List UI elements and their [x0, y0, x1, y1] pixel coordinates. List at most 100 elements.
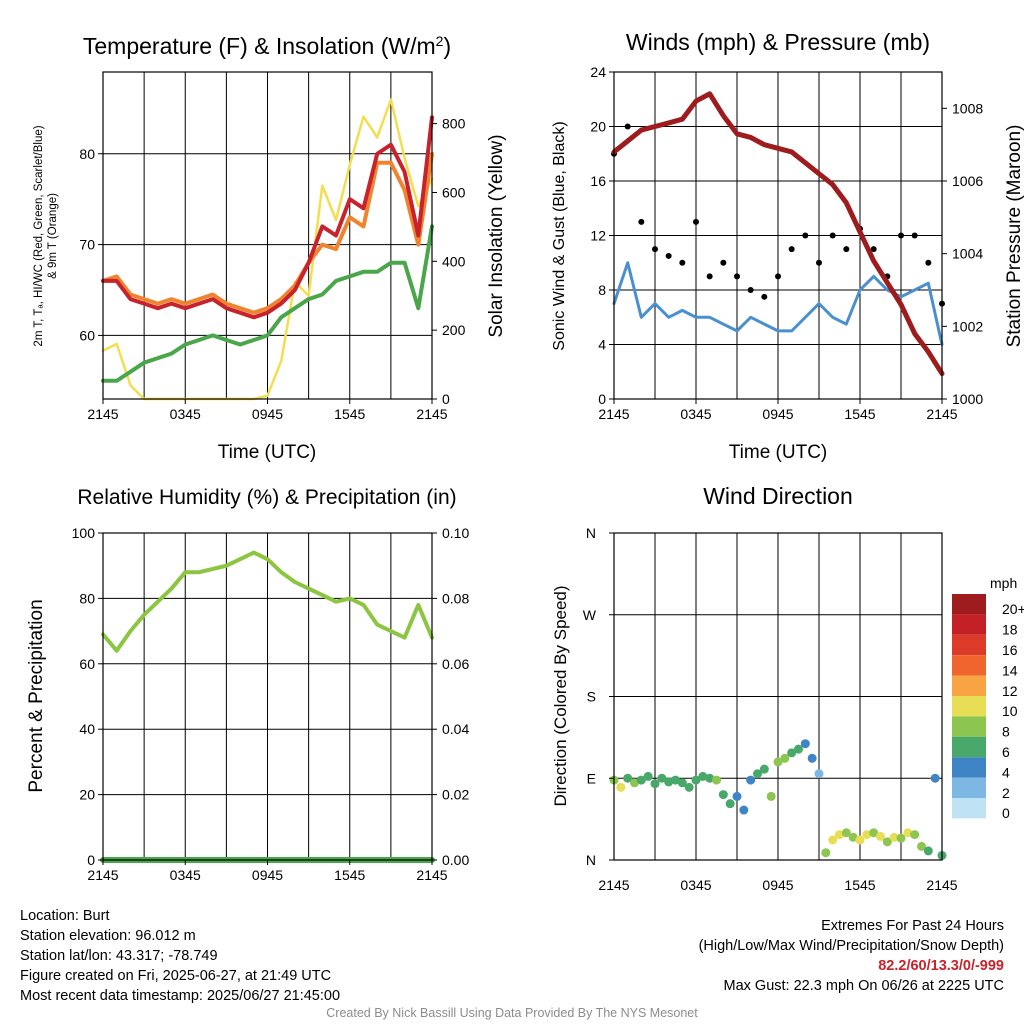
- y-tick-label-left: 20: [590, 119, 606, 135]
- y-tick-label-right: 0.02: [442, 787, 469, 803]
- y-tick-label-left: 4: [598, 337, 606, 353]
- dir-series: [609, 739, 947, 860]
- data-point: [923, 846, 933, 856]
- credit-text: Created By Nick Bassill Using Data Provi…: [326, 1006, 698, 1020]
- data-point: [828, 835, 838, 845]
- data-point: [814, 769, 824, 779]
- data-point: [684, 782, 694, 792]
- colorbar-swatch: [952, 798, 986, 819]
- y-tick-label-left: 80: [79, 590, 95, 606]
- y-tick-label-left: 12: [590, 228, 606, 244]
- data-point: [732, 791, 742, 801]
- x-tick-label: 2145: [926, 406, 957, 422]
- colorbar-swatch: [952, 675, 986, 696]
- y-tick-label-left: 0: [598, 391, 606, 407]
- y-tick-label-right: 1006: [952, 173, 983, 189]
- dir-grid: [614, 533, 942, 860]
- x-tick-label: 2145: [416, 867, 447, 883]
- data-point: [725, 799, 735, 809]
- data-point: [657, 773, 667, 783]
- panel-winds: Winds (mph) & Pressure (mb) Time (UTC) S…: [551, 29, 1024, 463]
- colorbar-label: 8: [1002, 724, 1010, 740]
- x-tick-label: 0945: [252, 406, 283, 422]
- data-point: [679, 259, 686, 266]
- x-tick-label: 1545: [844, 406, 875, 422]
- data-point: [910, 830, 920, 840]
- data-point: [930, 773, 940, 783]
- y-tick-label-left: E: [587, 770, 596, 786]
- colorbar-swatch: [952, 634, 986, 656]
- data-point: [917, 841, 926, 851]
- x-tick-label: 2145: [926, 877, 957, 893]
- data-point: [848, 832, 858, 842]
- panel-humidity: Relative Humidity (%) & Precipitation (i…: [26, 486, 469, 883]
- y-tick-label-right: 1000: [952, 391, 983, 407]
- data-point: [843, 246, 850, 253]
- extremes-legend: (High/Low/Max Wind/Precipitation/Snow De…: [698, 938, 1004, 954]
- y-tick-label-left: 100: [72, 525, 96, 541]
- data-point: [746, 775, 756, 785]
- x-tick-label: 2145: [87, 406, 118, 422]
- data-point: [816, 259, 822, 266]
- data-point: [775, 273, 781, 280]
- data-point: [773, 757, 783, 767]
- data-point: [911, 232, 918, 239]
- data-point: [870, 246, 877, 253]
- data-point: [718, 790, 728, 800]
- x-tick-label: 2145: [416, 406, 447, 422]
- recent-text: Most recent data timestamp: 2025/06/27 2…: [20, 988, 341, 1004]
- data-point: [807, 753, 817, 763]
- data-point: [638, 218, 645, 225]
- y-tick-label-right: 1004: [952, 246, 983, 262]
- data-point: [898, 232, 904, 239]
- colorbar-swatch: [952, 594, 986, 615]
- x-tick-label: 0345: [680, 406, 711, 422]
- colorbar-label: 6: [1002, 744, 1010, 760]
- colorbar-swatch: [952, 757, 986, 778]
- x-tick-label: 0945: [762, 877, 793, 893]
- station-info: Location: Burt Station elevation: 96.012…: [20, 906, 340, 1006]
- colorbar-label: 10: [1002, 703, 1018, 719]
- data-point: [712, 775, 721, 785]
- colorbar-label: 0: [1002, 805, 1010, 821]
- wind-xlabel: Time (UTC): [729, 442, 828, 463]
- data-point: [925, 259, 932, 266]
- colorbar-label: 4: [1002, 764, 1010, 780]
- y-tick-label-left: 40: [79, 721, 95, 737]
- latlon-text: Station lat/lon: 43.317; -78.749: [20, 948, 218, 964]
- panel-direction: Wind Direction Direction (Colored By Spe…: [551, 483, 1024, 893]
- colorbar-label: 12: [1002, 683, 1018, 699]
- colorbar-swatch: [952, 696, 986, 717]
- data-point: [835, 830, 844, 840]
- data-point: [652, 246, 658, 253]
- series-line: [612, 261, 944, 346]
- y-tick-label-right: 0.04: [442, 721, 469, 737]
- colorbar-swatch: [952, 736, 986, 758]
- location-text: Location: Burt: [20, 908, 110, 924]
- dir-title: Wind Direction: [703, 483, 853, 509]
- y-tick-label-left: 80: [79, 146, 95, 162]
- wind-ylabel-right: Station Pressure (Maroon): [1004, 125, 1024, 348]
- data-point: [691, 775, 701, 785]
- colorbar-label: 16: [1002, 642, 1018, 658]
- data-point: [896, 833, 906, 843]
- data-point: [705, 773, 715, 783]
- y-tick-label-right: 0.08: [442, 590, 469, 606]
- colorbar-swatch: [952, 655, 986, 676]
- data-point: [671, 775, 680, 785]
- data-point: [677, 778, 687, 788]
- y-tick-label-left: 24: [590, 64, 606, 80]
- y-tick-label-right: 0.06: [442, 656, 469, 672]
- y-tick-label-left: W: [583, 607, 597, 623]
- temp-xlabel: Time (UTC): [218, 442, 317, 463]
- data-point: [624, 123, 631, 130]
- data-point: [650, 779, 660, 789]
- x-tick-label: 1545: [334, 406, 365, 422]
- y-tick-label-left: N: [586, 525, 596, 541]
- data-point: [643, 771, 653, 781]
- y-tick-label-left: 70: [79, 237, 95, 253]
- data-point: [876, 831, 885, 841]
